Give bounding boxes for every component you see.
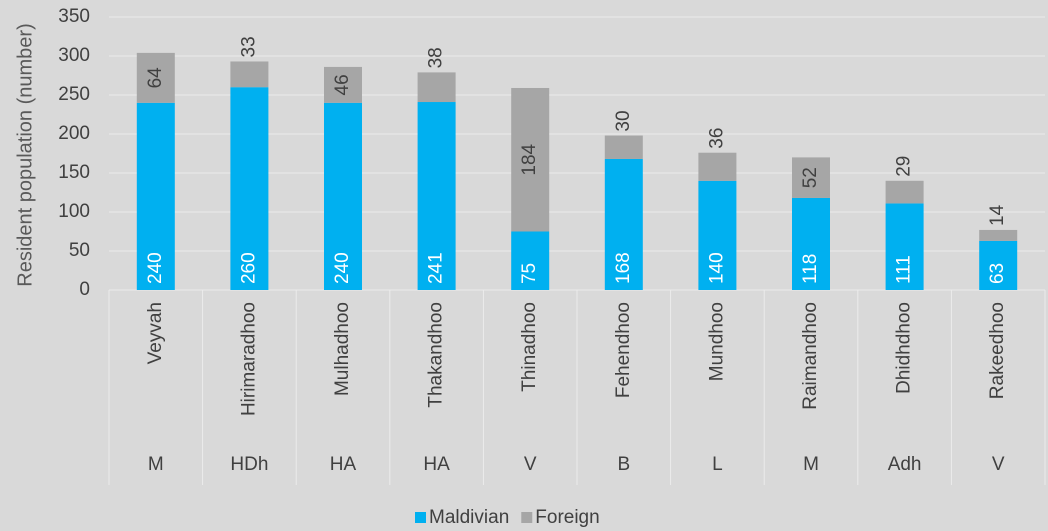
value-label: 33 [238,36,259,57]
bar-segment [792,197,830,290]
value-label: 240 [332,252,353,284]
value-label: 52 [800,167,821,188]
value-label: 63 [987,263,1008,284]
bar-segment [324,66,362,103]
bar-segment [136,52,175,103]
y-tick-label: 200 [58,123,90,144]
legend-label: Maldivian [429,507,509,528]
value-label: 184 [519,143,540,175]
value-label: 38 [426,47,447,68]
x-tick-label: Raimandhoo [800,302,821,410]
value-label: 168 [613,252,634,284]
value-label: 241 [426,252,447,284]
value-label: 240 [145,252,166,284]
value-label: 111 [894,255,915,284]
bar-segment [698,152,737,181]
value-label: 260 [238,252,259,284]
group-label: V [524,454,537,475]
bar-segment [698,180,737,290]
x-tick-label: Mundhoo [706,302,727,381]
x-tick-label: Rakeedhoo [987,302,1008,399]
group-label: B [617,454,630,475]
legend-swatch [521,512,533,523]
y-tick-label: 250 [58,84,90,105]
bar-segment [979,240,1018,290]
value-label: 140 [706,252,727,284]
y-tick-label: 50 [69,240,90,261]
y-tick-label: 300 [58,45,90,66]
bar-segment [979,229,1018,241]
bar-segment [885,180,924,204]
group-label: Adh [888,454,922,475]
bar-segment [604,158,643,290]
bar-segment [604,135,643,159]
value-label: 75 [519,263,540,284]
y-tick-label: 0 [79,279,90,300]
bar-segment [324,102,362,290]
x-tick-label: Thakandhoo [426,302,447,408]
y-axis-title: Resident population (number) [14,23,36,287]
group-label: L [712,454,723,475]
bar-segment [136,102,175,290]
value-label: 36 [706,128,727,149]
group-label: HA [330,454,357,475]
bar-segment [417,102,456,291]
x-tick-label: Dhidhdhoo [894,302,915,394]
x-tick-label: Thinadhoo [519,302,540,392]
x-tick-label: Mulhadhoo [332,302,353,396]
group-label: M [803,454,819,475]
bar-segment [511,87,550,232]
bar-segment [511,231,550,290]
group-label: HA [423,454,450,475]
bar-segment [230,87,269,290]
legend-swatch [415,512,426,523]
value-label: 118 [800,254,821,284]
x-tick-label: Hirimaradhoo [238,302,259,416]
legend-label: Foreign [535,507,599,528]
x-tick-label: Veyvah [145,302,166,364]
group-label: V [992,454,1005,475]
group-label: M [148,454,164,475]
bar-segment [792,157,830,198]
y-tick-label: 350 [58,6,90,27]
value-label: 64 [145,67,166,89]
value-label: 14 [987,204,1008,226]
group-label: HDh [230,454,268,475]
value-label: 30 [613,110,634,131]
bar-segment [230,61,269,88]
bar-segment [885,203,924,290]
value-label: 29 [894,156,915,177]
y-tick-label: 150 [58,162,90,183]
x-tick-label: Fehendhoo [613,302,634,398]
value-label: 46 [332,74,353,95]
bar-segment [417,72,456,103]
y-tick-label: 100 [58,201,90,222]
